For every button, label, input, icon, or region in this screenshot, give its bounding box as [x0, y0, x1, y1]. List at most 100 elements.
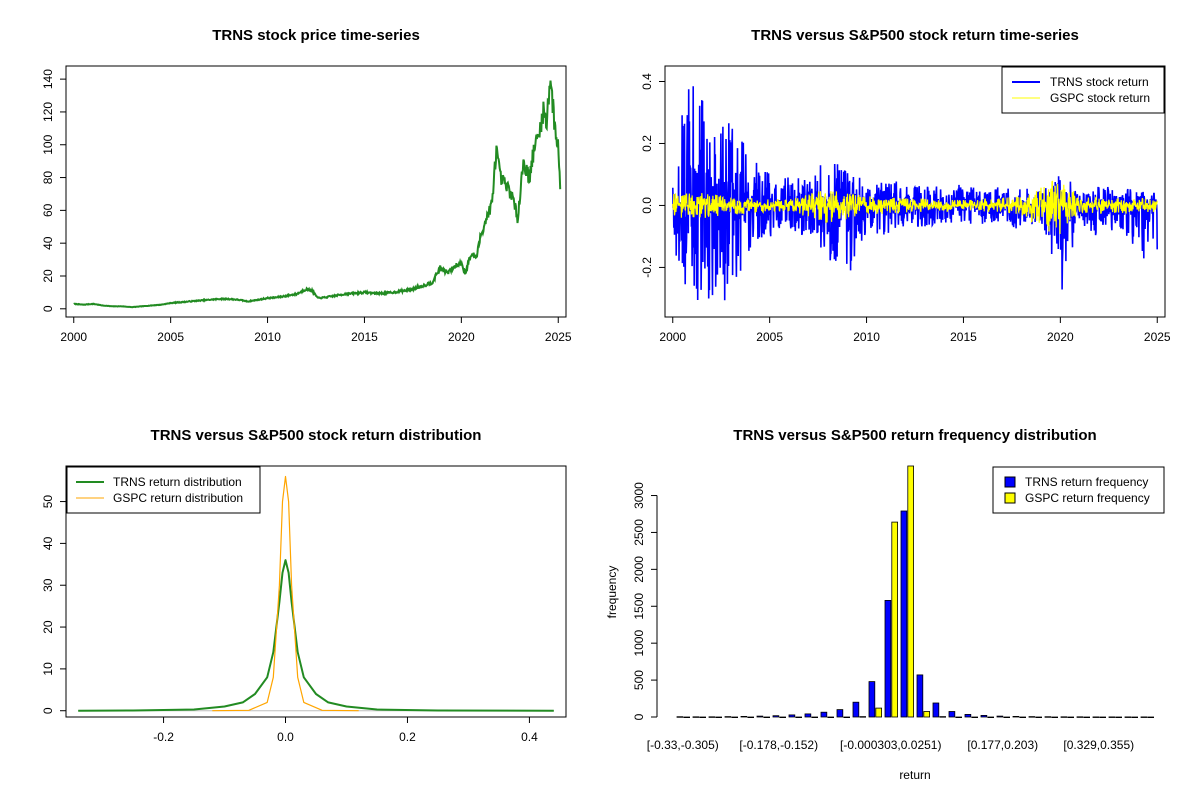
y-tick-label: 0.2 — [640, 135, 654, 152]
chart-title: TRNS versus S&P500 stock return time-ser… — [751, 27, 1079, 44]
bar-trns — [708, 716, 716, 718]
bar-trns — [692, 716, 700, 718]
bar-gspc — [875, 707, 882, 718]
legend-label-trns: TRNS return distribution — [113, 475, 242, 489]
bar-gspc — [987, 716, 994, 719]
bar-gspc — [747, 716, 754, 719]
bar-gspc — [1099, 716, 1107, 719]
series-line-gspc-return — [672, 180, 1158, 235]
bar-trns — [740, 716, 748, 718]
bar-trns — [868, 681, 876, 718]
bar-trns — [900, 510, 908, 718]
axes: 0 500 1000 1500 2000 2500 3000 [-0.33,-0.305) [-… — [632, 482, 1134, 752]
chart-title: TRNS versus S&P500 stock return distribu… — [151, 427, 482, 444]
return-density-panel: TRNS versus S&P500 stock return distribu… — [41, 427, 567, 744]
y-tick-label: 2500 — [632, 519, 646, 546]
bar-gspc — [955, 716, 962, 719]
x-tick-label: 2025 — [1144, 330, 1171, 344]
y-axis-label: frequency — [605, 566, 619, 619]
series-line-trns-density — [78, 559, 554, 712]
legend-label-trns: TRNS stock return — [1050, 75, 1149, 89]
y-tick-label: 10 — [41, 662, 55, 676]
axes: 2000 2005 2010 2015 2020 2025 0 20 40 60 80 100 120 1… — [41, 69, 572, 344]
return-frequency-panel: TRNS versus S&P500 return frequency dist… — [605, 427, 1165, 782]
y-tick-label: 120 — [41, 102, 55, 122]
y-tick-label: 50 — [41, 495, 55, 509]
series-group — [672, 86, 1158, 301]
bar-trns — [1076, 716, 1084, 718]
legend-swatch-trns — [1004, 476, 1016, 488]
bar-trns — [1092, 716, 1100, 718]
legend-box — [992, 466, 1165, 514]
y-tick-label: 0 — [632, 713, 646, 720]
legend-box — [66, 466, 261, 514]
price-timeseries-panel: TRNS stock price time-series 2000 2005 201… — [41, 27, 572, 344]
bar-trns — [772, 715, 780, 718]
y-tick-label: 1000 — [632, 630, 646, 657]
bar-gspc — [859, 716, 866, 718]
bar-gspc — [1035, 716, 1043, 719]
return-timeseries-panel: TRNS versus S&P500 stock return time-ser… — [640, 27, 1171, 344]
bar-trns — [676, 716, 684, 718]
x-tick-label: [-0.33,-0.305) — [647, 738, 719, 752]
bar-trns — [932, 702, 940, 718]
y-tick-label: 40 — [41, 236, 55, 250]
bar-trns — [1124, 716, 1132, 718]
x-tick-label: [0.329,0.355) — [1063, 738, 1134, 752]
bar-trns — [884, 600, 892, 718]
legend: TRNS return distribution GSPC return dis… — [66, 466, 261, 514]
bar-gspc — [1003, 716, 1010, 719]
bar-gspc — [1019, 716, 1026, 719]
bar-trns — [836, 709, 844, 718]
bar-gspc — [1067, 716, 1075, 719]
bar-trns — [788, 714, 796, 718]
bar-gspc — [923, 711, 930, 718]
series-line-trns-price — [73, 80, 562, 309]
y-tick-label: 80 — [41, 171, 55, 185]
y-tick-label: 0.0 — [640, 197, 654, 214]
y-tick-label: 20 — [41, 620, 55, 634]
series-line-trns-return — [672, 86, 1158, 301]
bar-trns — [820, 711, 828, 718]
x-tick-label: 2020 — [448, 330, 475, 344]
bar-trns — [756, 715, 764, 718]
y-tick-label: -0.2 — [640, 257, 654, 278]
series-group — [676, 465, 1155, 719]
y-tick-label: 100 — [41, 134, 55, 154]
x-tick-label: 0.0 — [277, 730, 294, 744]
bar-trns — [980, 715, 988, 718]
chart-title: TRNS stock price time-series — [212, 27, 420, 44]
bar-trns — [948, 711, 956, 718]
series-group — [73, 80, 562, 309]
y-tick-label: 20 — [41, 269, 55, 283]
x-tick-label: 2000 — [60, 330, 87, 344]
bar-trns — [852, 701, 860, 718]
bar-trns — [724, 716, 732, 718]
y-tick-label: 40 — [41, 536, 55, 550]
bar-trns — [996, 715, 1004, 718]
bar-gspc — [779, 716, 786, 719]
bar-trns — [1028, 716, 1036, 718]
axes: 2000 2005 2010 2015 2020 2025 -0.2 0.0 0.2 0.4 — [640, 73, 1171, 344]
bar-gspc — [1083, 716, 1091, 719]
bar-gspc — [971, 716, 978, 719]
bar-gspc — [939, 716, 946, 718]
x-tick-label: 2010 — [853, 330, 880, 344]
chart-title: TRNS versus S&P500 return frequency dist… — [733, 427, 1096, 444]
bar-trns — [1108, 716, 1116, 718]
x-tick-label: [0.177,0.203) — [967, 738, 1038, 752]
legend-swatch-gspc — [1004, 492, 1016, 504]
y-tick-label: 30 — [41, 578, 55, 592]
bar-gspc — [1051, 716, 1059, 719]
legend: TRNS stock return GSPC stock return — [1001, 66, 1165, 114]
y-tick-label: 3000 — [632, 482, 646, 509]
x-tick-label: 2020 — [1047, 330, 1074, 344]
x-tick-label: [-0.178,-0.152) — [739, 738, 818, 752]
x-tick-label: 2015 — [351, 330, 378, 344]
bar-gspc — [1131, 716, 1139, 719]
y-tick-label: 140 — [41, 69, 55, 89]
y-tick-label: 500 — [632, 670, 646, 690]
x-tick-label: -0.2 — [153, 730, 174, 744]
bar-trns — [916, 674, 924, 718]
y-tick-label: 2000 — [632, 556, 646, 583]
